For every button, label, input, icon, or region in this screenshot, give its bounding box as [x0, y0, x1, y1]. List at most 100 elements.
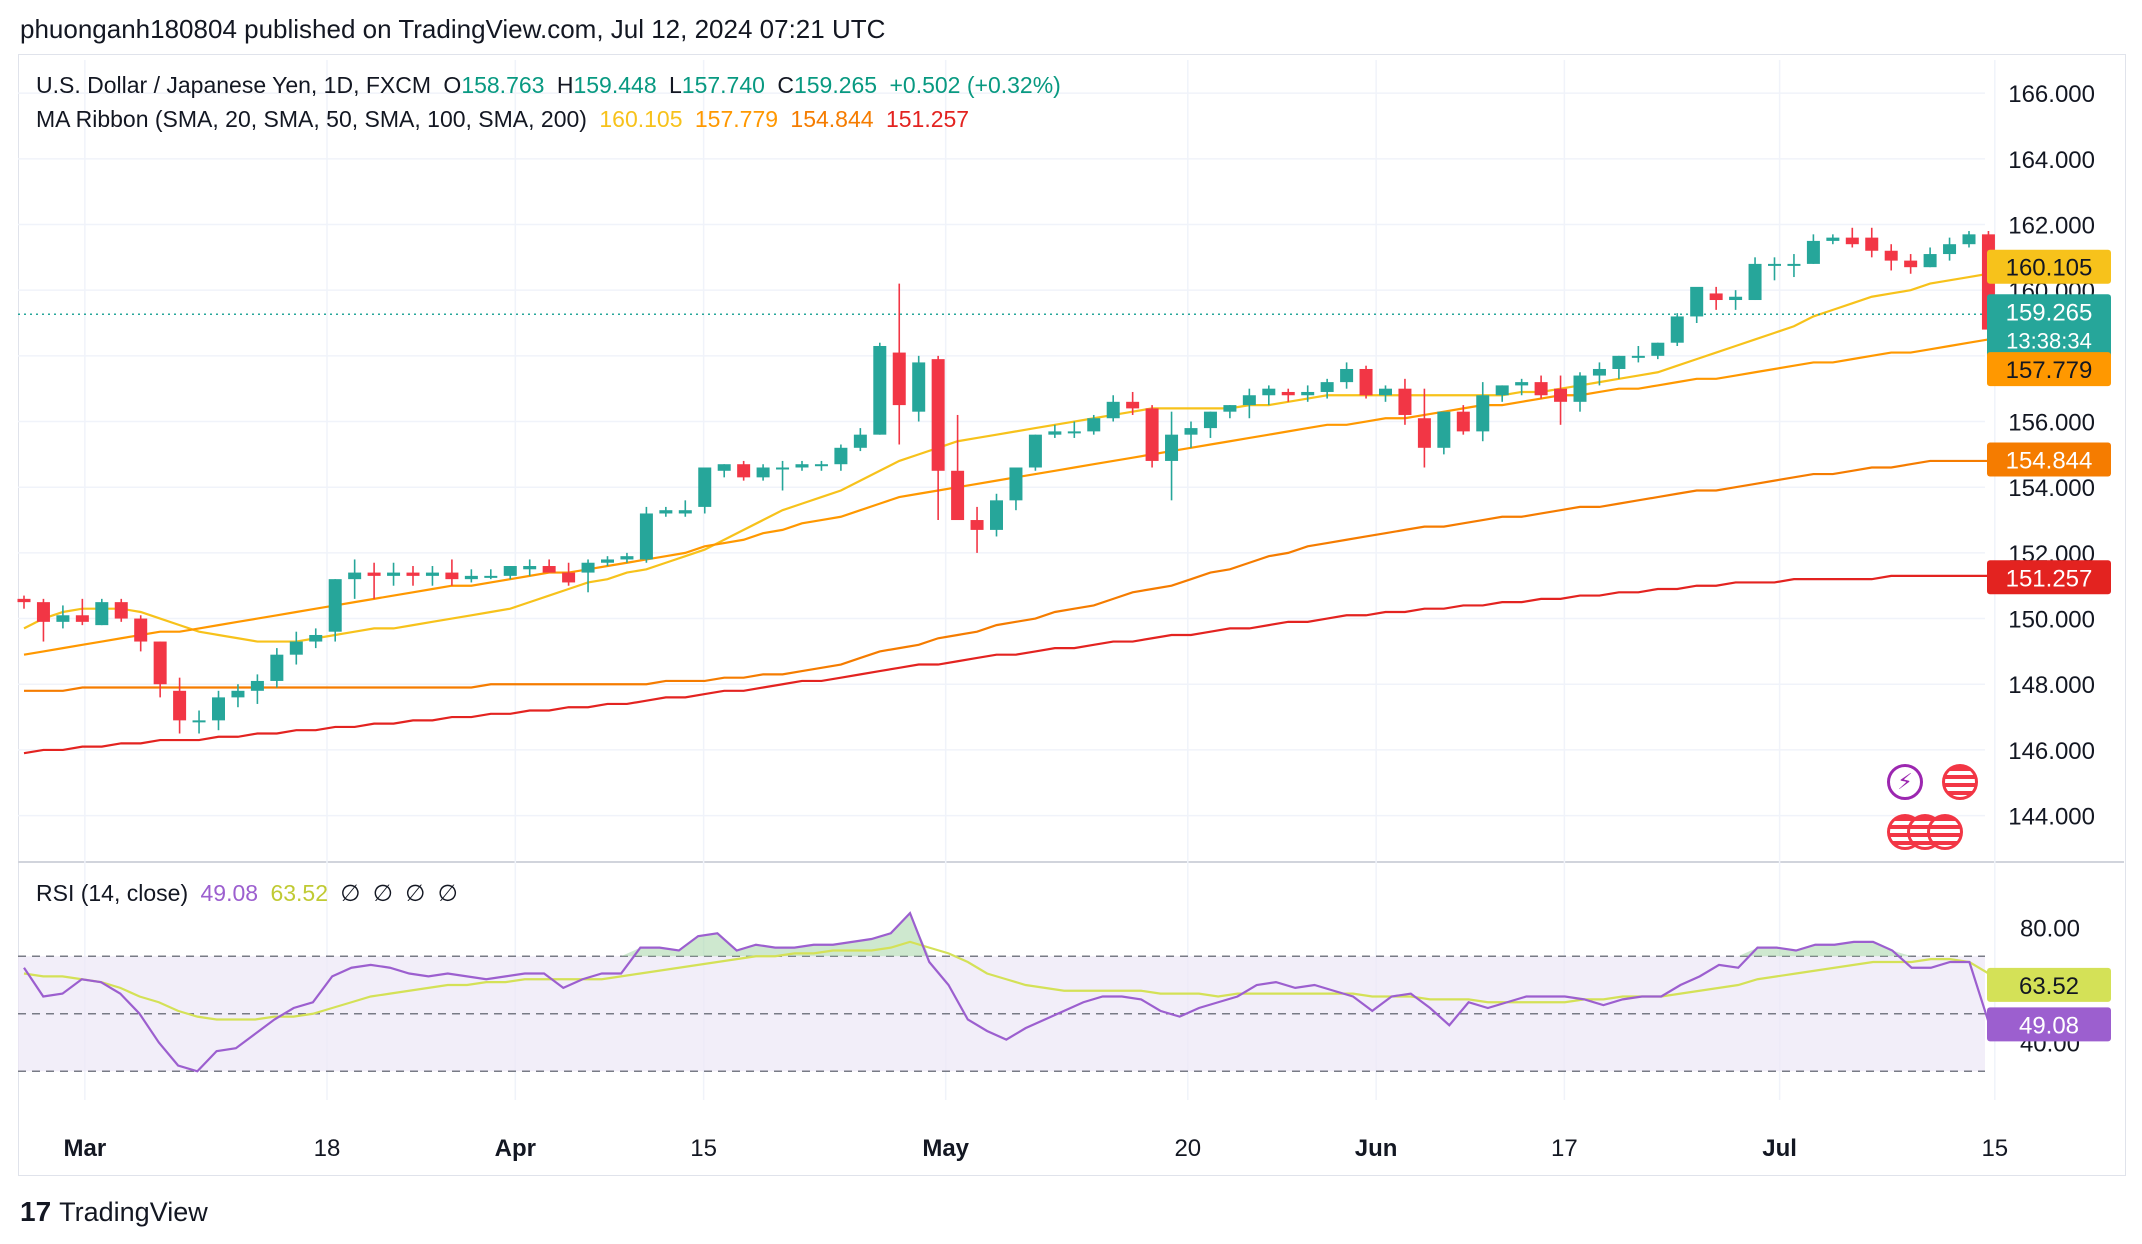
- rsi-na-4: ∅: [437, 880, 458, 906]
- candle-body: [56, 615, 70, 622]
- badge-ma20: 160.105: [1987, 249, 2111, 284]
- candle-body: [542, 566, 556, 573]
- candle-body: [1340, 368, 1354, 383]
- ohlc-open-label: O: [443, 72, 462, 98]
- candle-body: [153, 641, 167, 685]
- candle-body: [620, 556, 634, 560]
- candle-body: [1884, 250, 1898, 261]
- chart-frame[interactable]: [18, 54, 2126, 1176]
- tradingview-logo-icon: 17: [20, 1196, 52, 1227]
- candle-body: [990, 500, 1003, 530]
- candle-body: [36, 602, 50, 622]
- rsi-line: [23, 911, 2009, 1073]
- ohlc-low-label: L: [669, 72, 682, 98]
- badge-last-price-text: 159.265: [2006, 299, 2093, 326]
- ma-legend: MA Ribbon (SMA, 20, SMA, 50, SMA, 100, S…: [36, 106, 975, 133]
- candle-body: [1359, 368, 1373, 396]
- candle-body: [1456, 411, 1470, 432]
- candle-body: [1379, 388, 1392, 396]
- badge-ma100: 154.844: [1987, 442, 2111, 477]
- candle-body: [231, 690, 245, 698]
- candle-body: [523, 566, 537, 570]
- candle-body: [1242, 395, 1256, 406]
- candle-body: [1768, 263, 1781, 266]
- footer-brand[interactable]: 17 TradingView: [20, 1196, 208, 1228]
- lightning-icon[interactable]: ⚡: [1887, 764, 1923, 800]
- ma20-value: 160.105: [599, 106, 683, 132]
- us-flag-icon[interactable]: [1942, 764, 1978, 800]
- candle-body: [17, 598, 31, 603]
- candle-body: [1398, 388, 1412, 415]
- candle-body: [1923, 254, 1937, 268]
- price-tick-label: 156.000: [2008, 410, 2095, 437]
- time-tick-label: Mar: [64, 1135, 107, 1162]
- badge-ma100-text: 154.844: [2006, 447, 2093, 474]
- price-tick-label: 144.000: [2008, 804, 2095, 831]
- ma-line-sma-100: [24, 459, 2008, 692]
- candle-body: [1262, 388, 1276, 396]
- candle-body: [698, 467, 712, 507]
- candle-body: [406, 572, 420, 576]
- rsi-na-3: ∅: [405, 880, 426, 906]
- candle-body: [873, 345, 887, 435]
- ma-line-sma-20: [23, 272, 2008, 643]
- candle-body: [1087, 418, 1101, 432]
- candle-body: [1028, 434, 1042, 468]
- symbol-title: U.S. Dollar / Japanese Yen, 1D, FXCM: [36, 72, 432, 98]
- badge-rsi: 49.08: [1987, 1007, 2111, 1042]
- candle-body: [1748, 263, 1762, 301]
- candle-body: [639, 513, 653, 560]
- badge-ma50: 157.779: [1987, 352, 2111, 387]
- candle-body: [1670, 316, 1684, 343]
- candle-body: [503, 566, 517, 576]
- candle-body: [173, 690, 187, 721]
- candle-body: [75, 615, 89, 622]
- candle-body: [1476, 395, 1490, 432]
- candle-body: [95, 602, 109, 626]
- ma-label: MA Ribbon (SMA, 20, SMA, 50, SMA, 100, S…: [36, 106, 587, 132]
- candle-body: [1962, 234, 1976, 245]
- candle-body: [289, 641, 303, 655]
- candle-body: [484, 575, 498, 578]
- badge-ma50-text: 157.779: [2006, 357, 2093, 384]
- candle-body: [309, 634, 323, 642]
- badge-ma200: 151.257: [1987, 560, 2111, 595]
- candle-body: [425, 572, 439, 576]
- candle-body: [114, 602, 128, 619]
- candle-body: [1845, 237, 1859, 245]
- candle-body: [1126, 401, 1140, 409]
- ohlc-close-label: C: [777, 72, 794, 98]
- candle-body: [1495, 385, 1509, 396]
- candle-body: [834, 447, 848, 465]
- candle-body: [134, 618, 148, 642]
- ohlc-high-label: H: [556, 72, 574, 98]
- ma100-value: 154.844: [790, 106, 874, 132]
- candle-body: [601, 559, 614, 563]
- candle-body: [348, 572, 362, 580]
- candle-body: [464, 575, 478, 580]
- badge-ma200-text: 151.257: [2006, 565, 2093, 592]
- candle-body: [1787, 263, 1801, 266]
- candle-body: [581, 562, 595, 573]
- time-tick-label: Apr: [495, 1135, 536, 1162]
- ohlc-high: 159.448: [573, 72, 657, 98]
- candle-body: [1943, 244, 1957, 255]
- candle-body: [1729, 296, 1743, 301]
- candle-body: [367, 572, 381, 576]
- price-tick-label: 166.000: [2008, 81, 2095, 108]
- badge-last-bg: [1987, 294, 2111, 359]
- badge-ma200-bg: [1987, 560, 2111, 595]
- badge-countdown-text: 13:38:34: [2006, 328, 2092, 353]
- candle-body: [1048, 431, 1062, 435]
- candle-body: [1106, 401, 1120, 419]
- candle-body: [1592, 368, 1606, 376]
- candle-body: [1534, 382, 1548, 396]
- us-flag-icon[interactable]: [1927, 814, 1963, 850]
- candle-body: [1145, 408, 1159, 461]
- badge-rsi-ma-bg: [1987, 967, 2111, 1002]
- candle-body: [1203, 411, 1217, 429]
- candle-body: [659, 510, 673, 514]
- candle-body: [814, 464, 828, 467]
